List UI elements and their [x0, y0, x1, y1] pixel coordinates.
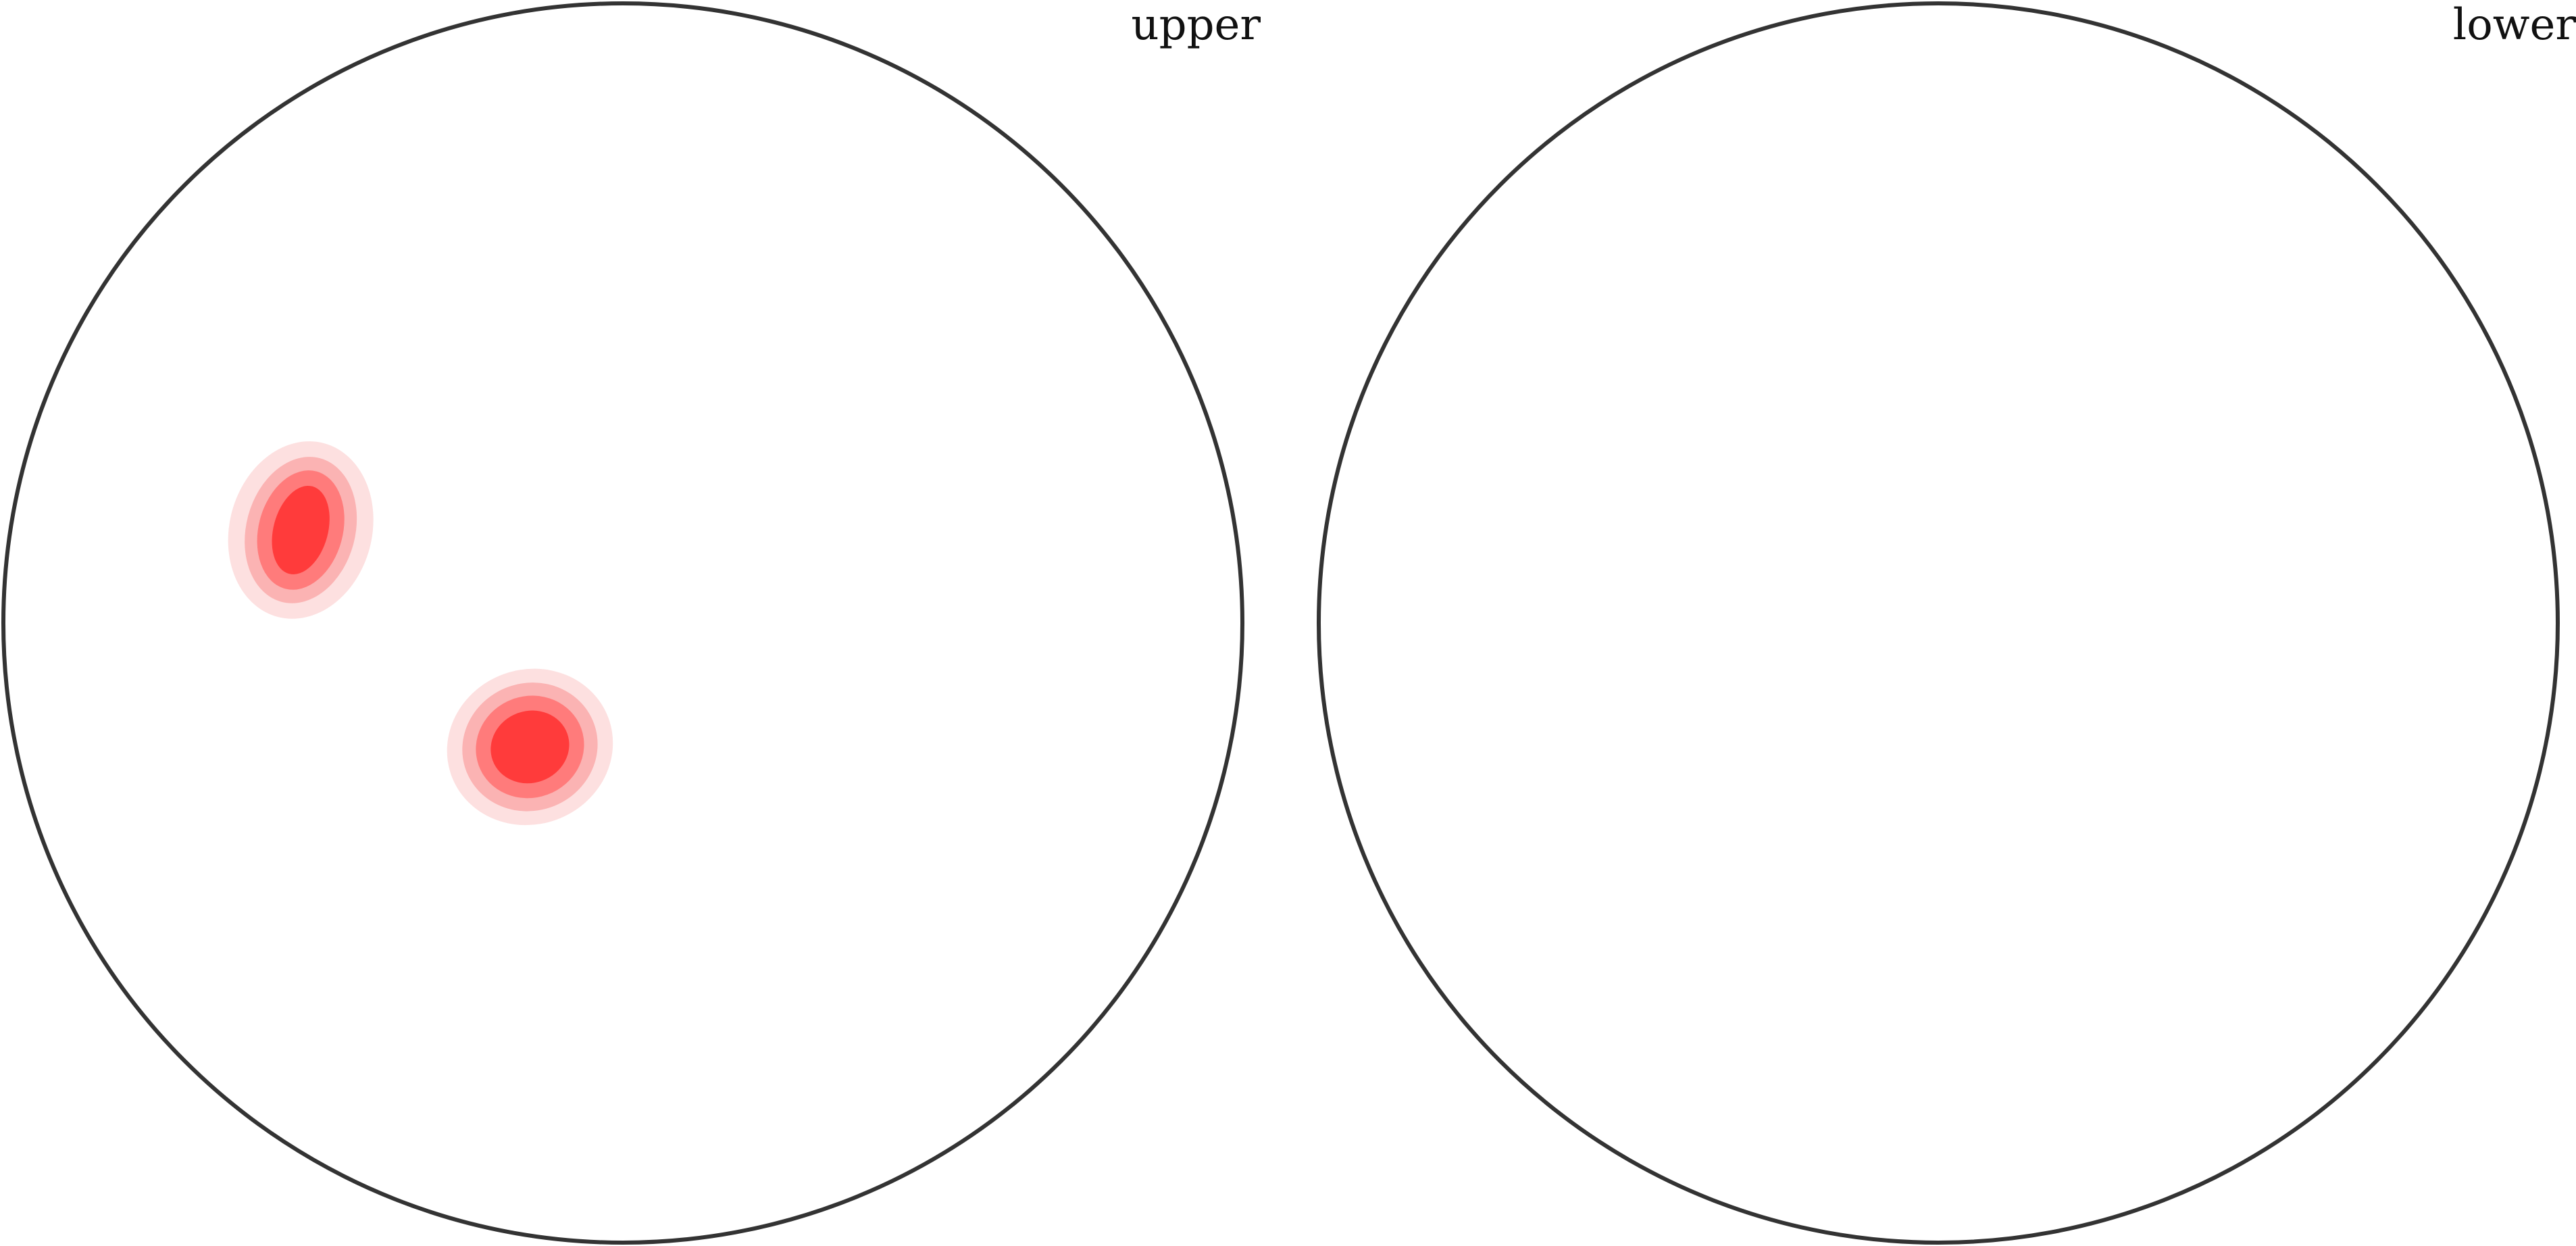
- upper-hemisphere-outline: [1, 1, 1244, 1245]
- upper-hemisphere-panel: upper: [1, 0, 1261, 1245]
- density-contour-cluster-1-level-4: [272, 485, 330, 574]
- lower-hemisphere-panel: lower: [1317, 0, 2576, 1245]
- upper-density-contours: [228, 441, 613, 826]
- lower-hemisphere-outline: [1317, 1, 2560, 1245]
- lower-panel-label: lower: [2453, 0, 2576, 50]
- density-contour-cluster-2-level-4: [490, 710, 570, 784]
- upper-panel-label: upper: [1131, 0, 1261, 50]
